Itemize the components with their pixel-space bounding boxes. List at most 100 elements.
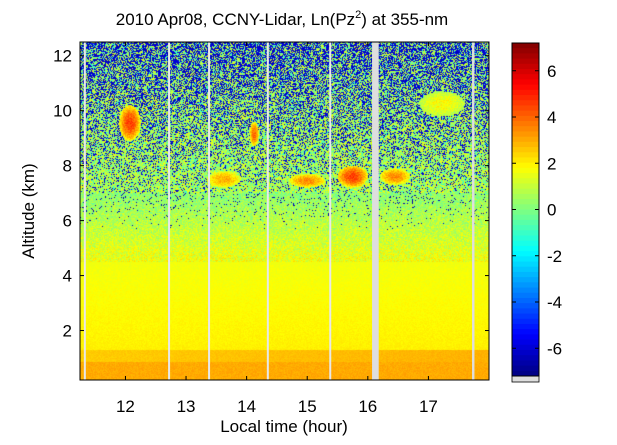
colorbar-segment [512,339,539,346]
colorbar-tick-label: -2 [547,247,562,266]
x-axis-label: Local time (hour) [220,417,348,436]
chart-title: 2010 Apr08, CCNY-Lidar, Ln(Pz2) at 355-n… [116,9,448,29]
data-gap [372,42,379,380]
colorbar-segment [512,69,539,75]
colorbar-tick-label: -6 [547,339,562,358]
colorbar-segment [512,136,539,143]
colorbar-segment [512,100,539,107]
colorbar-segment [512,292,539,299]
colorbar-segment [512,131,539,138]
colorbar-segment [512,84,539,91]
colorbar-segment [512,121,539,127]
x-tick-label: 13 [177,397,196,416]
colorbar-segment [512,193,539,200]
colorbar-tick-label: 0 [547,201,556,220]
data-gaps [83,42,475,380]
colorbar-segment [512,178,539,185]
y-axis-label: Altitude (km) [19,163,38,258]
x-tick-label: 14 [237,397,256,416]
colorbar-segment [512,209,539,216]
colorbar-gap-swatch [511,375,540,383]
x-tick-label: 16 [358,397,377,416]
colorbar-segment [512,329,539,335]
colorbar-segment [512,141,539,148]
colorbar-segment [512,365,539,372]
x-tick-label: 12 [116,397,135,416]
colorbar-segment [512,256,539,263]
colorbar-segment [512,349,539,356]
colorbar-segment [512,313,539,320]
colorbar-segment [512,271,539,278]
colorbar-segment [512,235,539,242]
x-tick-label: 17 [419,397,438,416]
colorbar-segment [512,204,539,211]
colorbar-segment [512,297,539,304]
colorbar-segment [512,53,539,60]
colorbar-segment [512,214,539,221]
colorbar-segment [512,79,539,86]
colorbar-segment [512,355,539,361]
colorbar-segment [512,48,539,55]
colorbar-segment [512,334,539,341]
colorbar-segment [512,183,539,190]
colorbar-segment [512,173,539,179]
chart-title-superscript: 2 [355,9,361,21]
colorbar-segment [512,344,539,351]
colorbar-segment [512,266,539,273]
colorbar-segment [512,219,539,226]
colorbar-segment [512,370,539,377]
colorbar-segment [512,308,539,315]
colorbar: 6 4 2 0 -2 -4 -6 [511,42,562,383]
y-tick-label: 8 [63,157,72,176]
colorbar-segment [512,245,539,252]
colorbar-segment [512,58,539,65]
data-gap-line [168,42,171,380]
colorbar-tick-label: 2 [547,154,556,173]
colorbar-segment [512,115,539,122]
colorbar-segment [512,303,539,309]
colorbar-segment [512,74,539,81]
colorbar-segment [512,110,539,117]
colorbar-segment [512,95,539,101]
colorbar-segment [512,360,539,367]
colorbar-segment [512,147,539,153]
heatmap [80,42,489,380]
data-gap-line [329,42,332,380]
colorbar-segment [512,188,539,195]
colorbar-segment [512,282,539,289]
colorbar-segment [512,225,539,231]
data-gap [472,42,475,380]
y-axis: 2 4 6 8 10 12 [53,47,489,341]
colorbar-segment [512,240,539,247]
colorbar-segment [512,162,539,169]
colorbar-segment [512,323,539,330]
colorbar-segment [512,199,539,205]
y-tick-label: 12 [53,47,72,66]
y-tick-label: 2 [63,322,72,341]
y-tick-label: 6 [63,212,72,231]
x-tick-label: 15 [298,397,317,416]
colorbar-segment [512,287,539,294]
colorbar-segment [512,105,539,112]
colorbar-segment [512,277,539,283]
colorbar-segment [512,251,539,257]
colorbar-segment [512,230,539,237]
colorbar-segment [512,126,539,133]
data-gap-line [83,42,86,380]
data-gap-line [208,42,211,380]
colorbar-segment [512,43,539,49]
colorbar-segment [512,89,539,96]
colorbar-segment [512,63,539,70]
colorbar-segment [512,157,539,164]
colorbar-tick-label: -4 [547,293,562,312]
colorbar-segment [512,261,539,268]
plot-frame [79,41,490,381]
colorbar-tick-label: 6 [547,62,556,81]
x-axis: 12 13 14 15 16 17 [116,42,438,416]
colorbar-tick-label: 4 [547,108,556,127]
colorbar-segment [512,167,539,174]
data-gap-line [266,42,269,380]
y-tick-label: 4 [63,267,72,286]
